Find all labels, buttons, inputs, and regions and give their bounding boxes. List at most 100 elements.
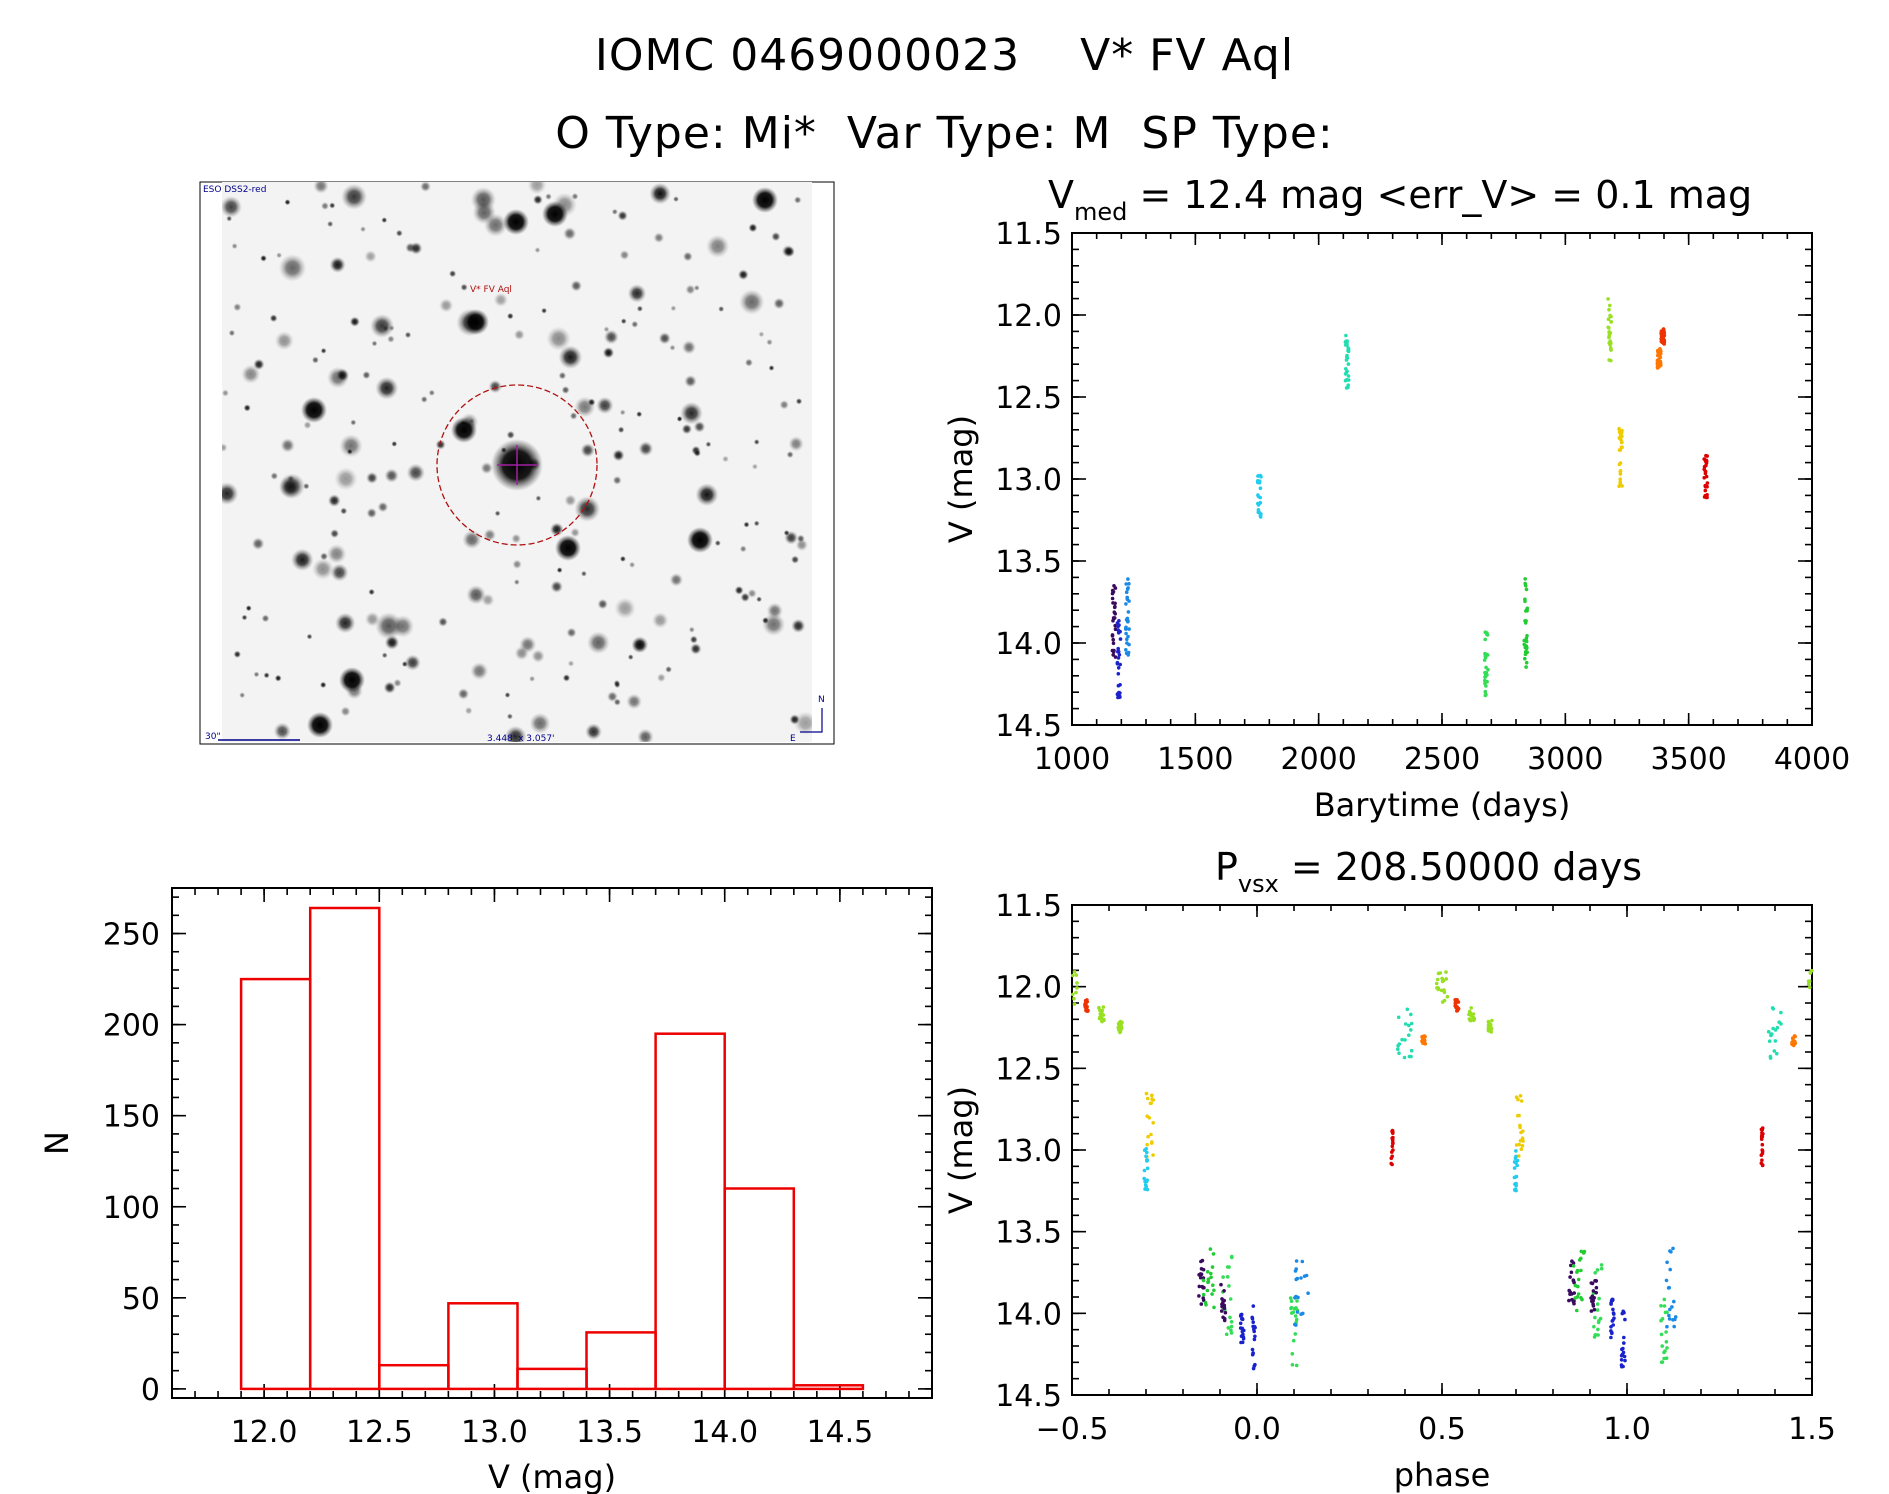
- background-star: [669, 573, 684, 587]
- background-star: [611, 208, 618, 215]
- x-tick-label: 1.0: [1603, 1412, 1651, 1447]
- phase-curve-point: [1150, 1140, 1154, 1144]
- x-tick-label: 3500: [1650, 742, 1726, 777]
- phase-curve-point: [1516, 1113, 1520, 1118]
- phase-curve-point: [1407, 1054, 1412, 1059]
- light-curve-point: [1346, 349, 1351, 354]
- background-star: [381, 652, 388, 659]
- phase-curve-point: [1659, 1332, 1664, 1337]
- light-curve-point: [1127, 642, 1131, 647]
- phase-curve-point: [1389, 1161, 1393, 1166]
- phase-curve-point: [1623, 1358, 1627, 1363]
- phase-curve-point: [1409, 1028, 1413, 1032]
- background-star: [714, 540, 721, 547]
- background-star: [636, 411, 643, 418]
- light-curve-point: [1110, 588, 1115, 593]
- phase-curve-point: [1251, 1304, 1256, 1308]
- phase-curve-point: [1445, 994, 1450, 999]
- phase-curve-point: [1576, 1292, 1581, 1296]
- phase-curve-point: [1455, 1008, 1460, 1012]
- background-star: [263, 672, 270, 679]
- light-curve-point: [1257, 473, 1262, 478]
- phase-curve-point: [1291, 1310, 1296, 1315]
- histogram-bar: [239, 977, 312, 1391]
- background-star: [311, 356, 319, 364]
- background-star: [620, 318, 627, 325]
- phase-curve-point: [1149, 1132, 1153, 1137]
- phase-curve-point: [1229, 1331, 1234, 1335]
- histogram-ticks: 12.0 12.5 13.0 13.5 14.0 14.5 0 50 100 150 200 250: [103, 888, 933, 1450]
- phase-curve-point: [1239, 1340, 1243, 1345]
- phase-curve-point: [1760, 1151, 1765, 1156]
- background-star: [743, 521, 750, 528]
- phase-curve-point: [1422, 1034, 1427, 1038]
- phase-curve-point: [1239, 1312, 1244, 1317]
- x-tick-label: 13.0: [461, 1415, 528, 1450]
- y-tick-label: 12.0: [995, 299, 1062, 334]
- phase-curve-point: [1229, 1324, 1234, 1329]
- phase-curve-point: [1571, 1278, 1576, 1283]
- phase-curve-point: [1145, 1187, 1150, 1192]
- light-curve-point: [1704, 453, 1708, 458]
- phase-curve-point: [1145, 1159, 1149, 1163]
- background-star: [391, 440, 398, 447]
- phase-curve-point: [1148, 1101, 1153, 1106]
- light-curve-point: [1116, 628, 1120, 632]
- phase-curve-point: [1571, 1264, 1576, 1268]
- background-star: [470, 186, 497, 213]
- light-curve-point: [1113, 655, 1118, 659]
- background-star: [762, 612, 786, 637]
- y-tick-label: 14.0: [995, 1297, 1062, 1332]
- background-star: [766, 338, 773, 346]
- background-star: [460, 283, 468, 291]
- phase-curve-xlabel: phase: [1394, 1456, 1491, 1494]
- background-star: [580, 570, 587, 577]
- background-star: [384, 635, 400, 650]
- phase-curve-point: [1389, 1156, 1394, 1160]
- background-star: [483, 528, 497, 542]
- light-curve-point: [1662, 334, 1666, 338]
- phase-curve-points: [1070, 969, 1814, 1371]
- background-star: [253, 671, 260, 678]
- background-star: [619, 555, 627, 563]
- phase-curve-point: [1662, 1304, 1667, 1308]
- phase-curve-point: [1672, 1324, 1676, 1329]
- background-star: [222, 196, 242, 218]
- phase-curve-point: [1517, 1142, 1521, 1147]
- phase-curve-point: [1572, 1291, 1576, 1295]
- light-curve-point: [1113, 627, 1118, 632]
- y-tick-label: 100: [103, 1191, 160, 1226]
- phase-curve-point: [1575, 1308, 1579, 1313]
- phase-curve-point: [1434, 981, 1439, 986]
- phase-curve-point: [1220, 1302, 1224, 1307]
- phase-curve-point: [1760, 1142, 1765, 1147]
- background-star: [269, 314, 278, 323]
- phase-curve-point: [1295, 1310, 1300, 1314]
- background-star: [404, 331, 412, 339]
- star-field: [222, 182, 812, 742]
- phase-curve-point: [1201, 1298, 1206, 1303]
- phase-curve-point: [1146, 1134, 1150, 1139]
- light-curve-ylabel: V (mag): [942, 415, 980, 543]
- light-curve-point: [1608, 303, 1612, 308]
- background-star: [617, 210, 628, 221]
- phase-curve-point: [1144, 1147, 1148, 1151]
- phase-curve-point: [1211, 1283, 1215, 1287]
- phase-curve-point: [1595, 1308, 1600, 1312]
- phase-curve-point: [1670, 1305, 1674, 1309]
- background-star: [627, 654, 634, 661]
- phase-curve-point: [1145, 1150, 1149, 1155]
- background-star: [690, 643, 702, 655]
- bright-star: [339, 667, 365, 693]
- phase-curve-point: [1594, 1290, 1598, 1295]
- phase-curve-point: [1205, 1270, 1210, 1274]
- histogram-bar: [308, 906, 381, 1391]
- background-star: [681, 340, 697, 355]
- phase-curve-point: [1598, 1316, 1603, 1321]
- light-curve-point: [1522, 642, 1526, 647]
- phase-curve-point: [1250, 1352, 1255, 1357]
- phase-curve-point: [1101, 1005, 1106, 1009]
- background-star: [360, 226, 366, 233]
- light-curve-point: [1116, 649, 1121, 654]
- bright-star: [301, 397, 327, 423]
